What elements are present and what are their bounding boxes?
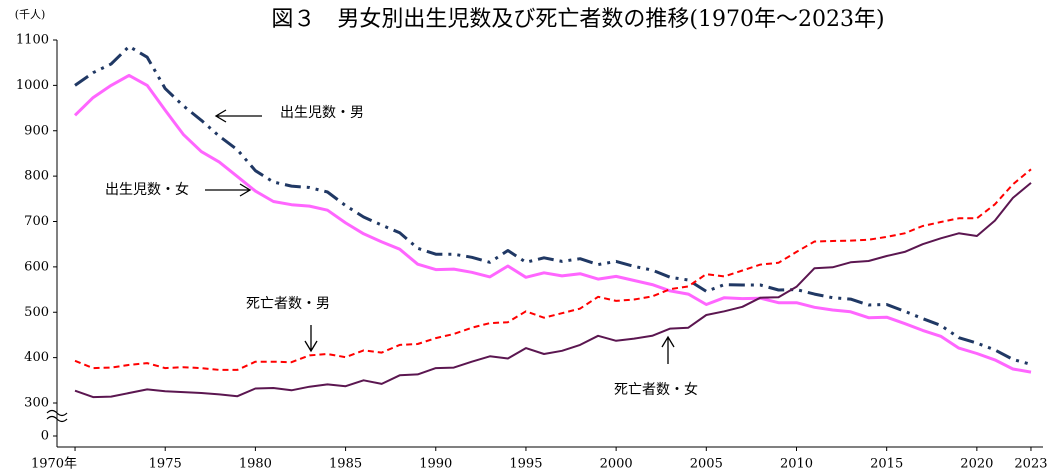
x-tick-label: 2005 — [690, 457, 723, 472]
series-line — [74, 168, 1032, 371]
y-tick-label: 800 — [24, 169, 49, 184]
x-tick-label: 1970年 — [31, 457, 77, 472]
series-line — [73, 73, 1032, 374]
x-tick-label: 1980 — [239, 457, 272, 472]
y-tick-label: 700 — [24, 214, 49, 229]
arrow — [205, 183, 252, 197]
annotation: 死亡者数・女 — [614, 381, 698, 398]
y-tick-label: 600 — [24, 259, 49, 274]
x-tick-label: 2015 — [870, 457, 903, 472]
y-tick-label: 400 — [24, 350, 49, 365]
y-unit: (千人) — [15, 8, 46, 21]
annotation: 出生児数・女 — [105, 181, 189, 198]
y-tick-label: 1000 — [16, 78, 49, 93]
x-tick-label: 2010 — [780, 457, 813, 472]
y-tick-label: 300 — [24, 396, 49, 411]
y-tick-label: 0 — [41, 429, 49, 444]
y-tick-label: 900 — [24, 123, 49, 138]
annotation: 出生児数・男 — [280, 105, 364, 121]
series-line — [74, 182, 1032, 399]
arrow — [304, 325, 318, 353]
y-tick-label: 500 — [24, 305, 49, 320]
chart-title: 図３ 男女別出生児数及び死亡者数の推移(1970年～2023年) — [271, 7, 884, 32]
x-tick-label: 1990 — [419, 457, 452, 472]
x-tick-label: 2023 — [1014, 457, 1047, 472]
axis-break — [46, 409, 68, 423]
x-tick-label: 1975 — [149, 457, 182, 472]
arrow — [214, 109, 262, 123]
y-tick-label: 1100 — [16, 33, 49, 48]
annotation: 死亡者数・男 — [246, 296, 330, 312]
x-tick-label: 1995 — [509, 457, 542, 472]
series-line — [74, 44, 1032, 366]
x-tick-label: 1985 — [329, 457, 362, 472]
x-tick-label: 2000 — [600, 457, 633, 472]
arrow — [661, 335, 675, 364]
x-tick-label: 2020 — [960, 457, 993, 472]
